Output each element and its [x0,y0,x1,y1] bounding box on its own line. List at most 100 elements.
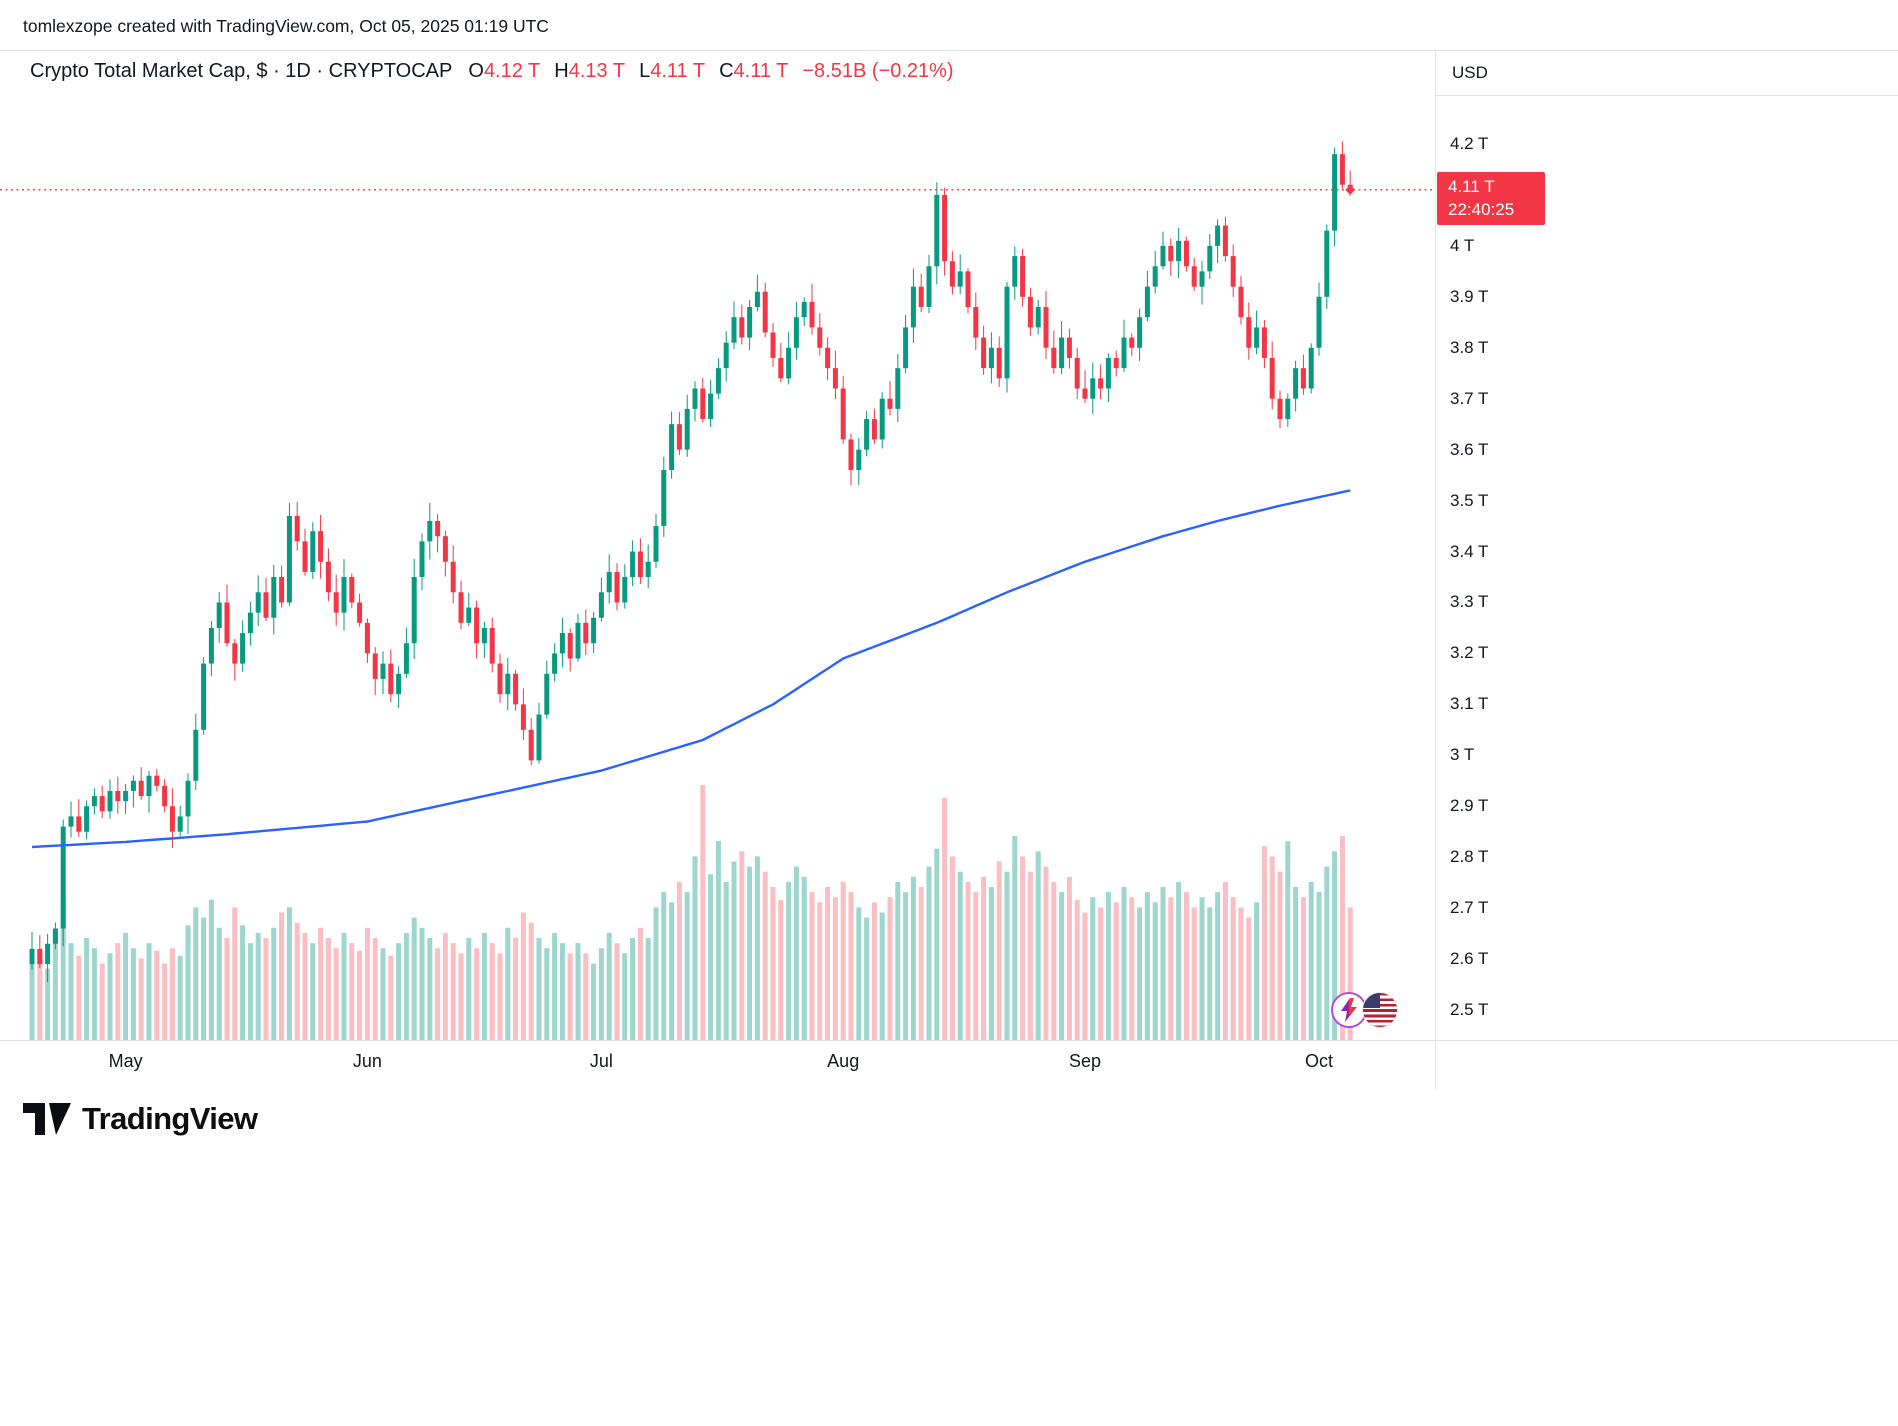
time-scale[interactable]: May Jun Jul Aug Sep Oct [0,1041,1898,1091]
currency-label[interactable]: USD [1452,63,1488,82]
candle-body [107,790,113,812]
close-label: C [719,60,734,82]
volume-bar [76,955,82,1040]
candle-body [419,541,425,577]
candle-body [1035,307,1041,328]
price-scale-label: 3.1 T [1450,694,1489,714]
candle-body [762,291,768,333]
volume-bar [606,932,612,1040]
candle-body [513,673,519,705]
candle-body [552,653,558,674]
candle-body [739,317,745,338]
candle-body [427,520,433,542]
volume-bar [1035,851,1041,1040]
candle-body [973,307,979,338]
volume-bar [715,841,721,1040]
candle-body [271,577,277,618]
candle-body [310,531,316,572]
close-value: 4.11 T [733,60,789,82]
candle-body [895,368,901,409]
volume-bar [396,943,402,1040]
candle-body [1308,347,1314,389]
volume-bar [279,912,285,1040]
candle-body [731,317,737,343]
candle-body [474,607,480,644]
volume-bar [1129,897,1135,1040]
volume-bar [1152,902,1158,1040]
candle-body [1285,398,1291,420]
candle-body [201,663,207,730]
candle-body [918,286,924,308]
volume-bar [1121,887,1127,1040]
low-value: 4.11 T [650,60,706,82]
volume-bar [177,955,183,1040]
last-price-marker [1345,184,1356,195]
volume-bar [848,892,854,1040]
time-scale-label: Jul [589,1051,613,1071]
moving-average-line [31,489,1351,849]
candle-body [1082,388,1088,399]
candle-body [489,627,495,664]
price-chart-canvas[interactable] [0,50,1435,1040]
volume-bar [115,943,121,1040]
volume-bar [255,932,261,1040]
volume-bar [630,938,636,1040]
candle-body [1059,337,1065,369]
candle-body [684,408,690,450]
volume-bar [934,848,940,1040]
candle-body [887,398,893,409]
volume-bar [1308,881,1314,1040]
volume-bar [583,953,589,1040]
volume-bar [130,948,136,1040]
candle-body [466,607,472,623]
volume-bar [60,899,66,1040]
price-scale-label: 4 T [1450,235,1475,255]
volume-bar [965,881,971,1040]
volume-bar [1090,897,1096,1040]
price-scale-label: 3.6 T [1450,439,1489,459]
volume-bar [68,943,74,1040]
volume-bar [676,881,682,1040]
candle-body [146,775,152,797]
price-scale-label: 3.5 T [1450,490,1489,510]
candle-body [169,806,175,832]
tradingview-logo[interactable]: TradingView [23,1101,258,1137]
volume-bar [1199,897,1205,1040]
volume-bar [723,881,729,1040]
volume-bar [162,963,168,1040]
candle-body [154,775,160,786]
volume-bar [552,932,558,1040]
candle-body [1191,266,1197,287]
volume-bar [201,917,207,1040]
volume-bar [645,938,651,1040]
candle-body [879,398,885,440]
us-flag-icon[interactable] [1362,992,1398,1028]
candle-body [380,663,386,679]
tradingview-wordmark: TradingView [82,1101,258,1136]
candle-body [676,424,682,450]
candle-body [708,393,714,420]
price-scale-label: 3 T [1450,745,1475,765]
volume-bar [1074,899,1080,1040]
volume-bar [778,899,784,1040]
volume-bar [637,927,643,1040]
volume-bar [1215,892,1221,1040]
price-scale[interactable]: 4.11 T 22:40:25 4.2 T 4 T 3.9 T 3.8 T 3.7 T 3… [1436,50,1898,1040]
candle-body [333,592,339,613]
volume-bar [138,958,144,1040]
volume-bar [1144,892,1150,1040]
volume-bar [481,932,487,1040]
candle-body [481,627,487,644]
time-scale-label: Jun [352,1051,382,1071]
candle-body [279,577,285,603]
candle-body [115,790,121,802]
candle-body [536,714,542,761]
candle-body [1246,317,1252,348]
candle-body [996,347,1002,379]
volume-bar [364,927,370,1040]
volume-bar [1160,887,1166,1040]
volume-bar [1238,907,1244,1040]
volume-bar [1176,881,1182,1040]
volume-bar [489,943,495,1040]
price-scale-label: 3.9 T [1450,286,1489,306]
